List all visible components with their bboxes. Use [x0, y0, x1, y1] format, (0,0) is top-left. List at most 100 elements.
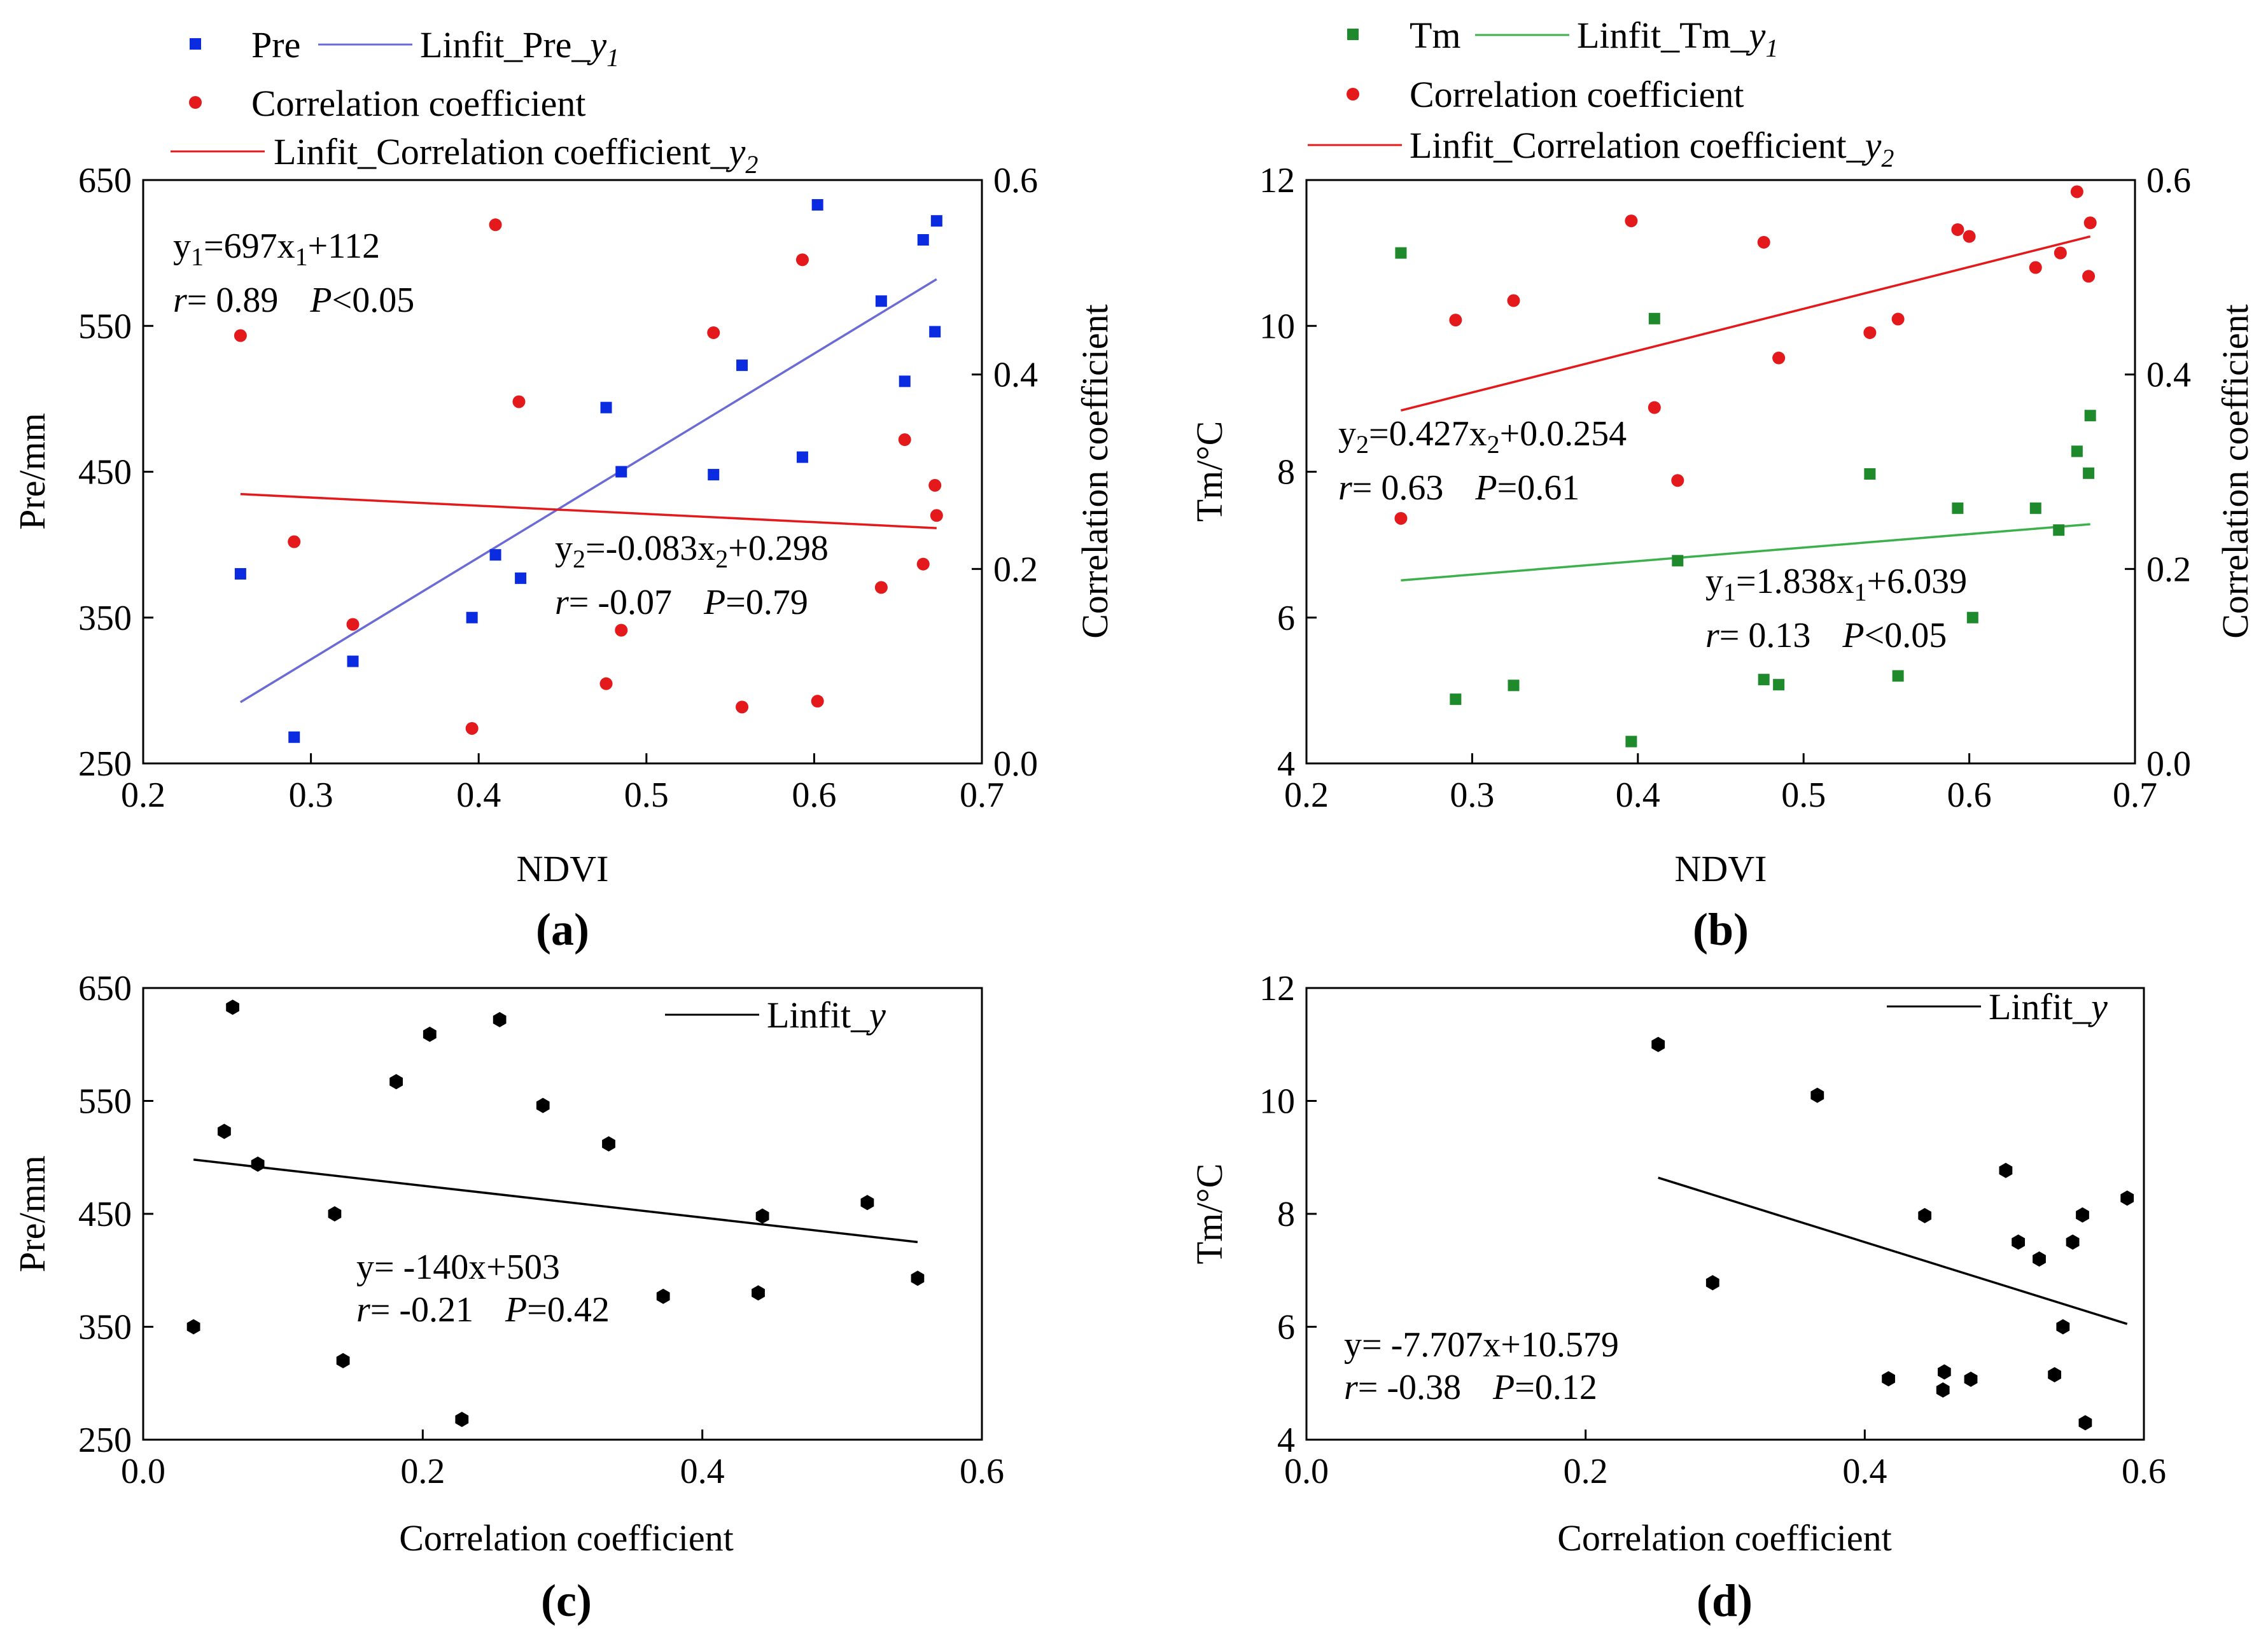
fit-line-linfit-tm-y1: [1401, 523, 2090, 582]
point-tm: [2071, 445, 2083, 457]
panel-a-label: (a): [536, 904, 589, 955]
panel-d-ticks: 0.0 0.2 0.4 0.6 4 6 8 10 12: [1259, 969, 2166, 1491]
point-tm: [1773, 679, 1785, 691]
point-pre: [796, 451, 808, 463]
point-pre: [600, 401, 612, 414]
x-tick-label: 0.2: [121, 776, 165, 815]
y-tick-label: 12: [1259, 969, 1295, 1008]
panel-b-ticks: 0.2 0.3 0.4 0.5 0.6 0.7 4 6 8 10 12 0.0 0.2 0.4 0.6: [1259, 161, 2191, 815]
point-hexagon: [656, 1288, 670, 1304]
y2-tick-label: 0.6: [993, 161, 1038, 200]
point-tm: [1450, 693, 1462, 706]
point-correlation-coefficient: [465, 721, 479, 735]
point-pre: [930, 215, 942, 227]
point-correlation-coefficient: [615, 623, 628, 637]
point-hexagon: [755, 1208, 769, 1224]
panel-b-legend: Tm Linfit_Tm_y1 Correlation coefficient …: [1308, 15, 1894, 172]
panel-b-x-axis-label: NDVI: [1675, 848, 1767, 889]
panel-a-x-axis-label: NDVI: [517, 848, 609, 889]
panel-b-y-axis-label: Tm/°C: [1189, 421, 1230, 522]
point-correlation-coefficient: [512, 395, 526, 408]
point-tm: [2084, 410, 2096, 422]
point-pre: [708, 469, 720, 481]
legend-linfit-corr-label: Linfit_Correlation coefficient_y2: [1410, 125, 1894, 172]
point-pre: [489, 549, 501, 561]
x-tick-label: 0.3: [1450, 776, 1494, 815]
point-hexagon: [1918, 1207, 1931, 1223]
point-correlation-coefficient: [811, 695, 824, 708]
legend-linfit-corr-label: Linfit_Correlation coefficient_y2: [274, 131, 758, 179]
y2-tick-label: 0.6: [2146, 161, 2191, 200]
x-tick-label: 0.4: [1616, 776, 1660, 815]
point-hexagon: [602, 1136, 615, 1151]
point-tm: [2083, 467, 2095, 479]
point-hexagon: [1882, 1371, 1895, 1387]
equation-line: y2=0.427x2+0.0.254: [1338, 414, 1627, 459]
panel-c-plot-frame: [142, 987, 983, 1441]
x-tick-label: 0.2: [1284, 776, 1329, 815]
point-pre: [234, 567, 246, 580]
point-tm: [1625, 735, 1637, 748]
point-hexagon: [2033, 1251, 2046, 1267]
y2-tick-label: 0.4: [993, 356, 1038, 395]
equation-line: y2=-0.083x2+0.298: [555, 529, 829, 573]
panel-c: 0.0 0.2 0.4 0.6 250 350 450 550 650 Linfit_y y= …: [11, 969, 1004, 1626]
equation-line: y= -140x+503: [356, 1248, 560, 1287]
point-pre: [736, 359, 748, 372]
point-correlation-coefficient: [795, 253, 809, 267]
panel-a: 0.2 0.3 0.4 0.5 0.6 0.7 250 350 450 550 650 0.0 0.2 0…: [11, 24, 1116, 955]
panel-c-equation: y= -140x+503 r= -0.21 P=0.42: [356, 1248, 610, 1330]
y2-tick-label: 0.4: [2146, 356, 2191, 395]
legend-linfit-label: Linfit_y: [1989, 986, 2108, 1027]
panel-b-marks: [1394, 185, 2097, 748]
panel-c-legend: Linfit_y: [665, 994, 886, 1036]
point-hexagon: [493, 1012, 507, 1027]
point-pre: [875, 295, 887, 307]
panel-d-label: (d): [1697, 1575, 1753, 1626]
y-tick-label: 8: [1277, 453, 1295, 492]
y-tick-label: 250: [78, 744, 132, 784]
point-hexagon: [1810, 1087, 1824, 1103]
legend-pre-marker: [190, 38, 201, 50]
point-correlation-coefficient: [707, 326, 720, 339]
point-correlation-coefficient: [346, 618, 360, 631]
x-tick-label: 0.6: [2122, 1452, 2166, 1491]
legend-corr-marker: [189, 96, 202, 109]
point-correlation-coefficient: [2029, 261, 2042, 274]
point-correlation-coefficient: [1449, 314, 1462, 327]
point-correlation-coefficient: [736, 700, 749, 714]
stats-line: r= 0.63 P=0.61: [1338, 468, 1579, 508]
point-tm: [1952, 502, 1964, 514]
equation-line: y1=1.838x1+6.039: [1705, 562, 1967, 606]
fit-line-linfit-correlation-coefficient-y2: [1400, 235, 2091, 412]
x-tick-label: 0.4: [456, 776, 501, 815]
panel-c-ticks: 0.0 0.2 0.4 0.6 250 350 450 550 650: [78, 969, 1004, 1491]
y-tick-label: 8: [1277, 1195, 1295, 1234]
y2-tick-label: 0.2: [993, 550, 1038, 589]
point-correlation-coefficient: [1863, 326, 1877, 339]
y-tick-label: 550: [78, 1082, 132, 1122]
point-pre: [347, 655, 359, 667]
stats-line: r= -0.38 P=0.12: [1344, 1368, 1597, 1407]
x-tick-label: 0.7: [960, 776, 1004, 815]
point-correlation-coefficient: [930, 509, 943, 522]
panel-d-x-axis-label: Correlation coefficient: [1557, 1517, 1892, 1559]
panel-d-marks: [1651, 1036, 2134, 1431]
point-tm: [1758, 674, 1770, 686]
x-tick-label: 0.6: [792, 776, 836, 815]
legend-linfit-tm-label: Linfit_Tm_y1: [1577, 15, 1778, 62]
point-correlation-coefficient: [1671, 474, 1684, 487]
point-correlation-coefficient: [1648, 401, 1661, 414]
panel-d: 0.0 0.2 0.4 0.6 4 6 8 10 12 Linfit_y y= -7.707x+…: [1189, 969, 2166, 1626]
point-correlation-coefficient: [874, 581, 888, 594]
point-correlation-coefficient: [2082, 270, 2096, 283]
point-correlation-coefficient: [599, 677, 613, 690]
point-tm: [2053, 524, 2065, 536]
point-hexagon: [389, 1074, 403, 1090]
point-correlation-coefficient: [1507, 294, 1520, 307]
fit-line-linfit-correlation-coefficient-y2: [240, 492, 937, 529]
point-correlation-coefficient: [1963, 230, 1976, 243]
panel-d-equation: y= -7.707x+10.579 r= -0.38 P=0.12: [1344, 1325, 1619, 1407]
y-tick-label: 12: [1259, 161, 1295, 200]
